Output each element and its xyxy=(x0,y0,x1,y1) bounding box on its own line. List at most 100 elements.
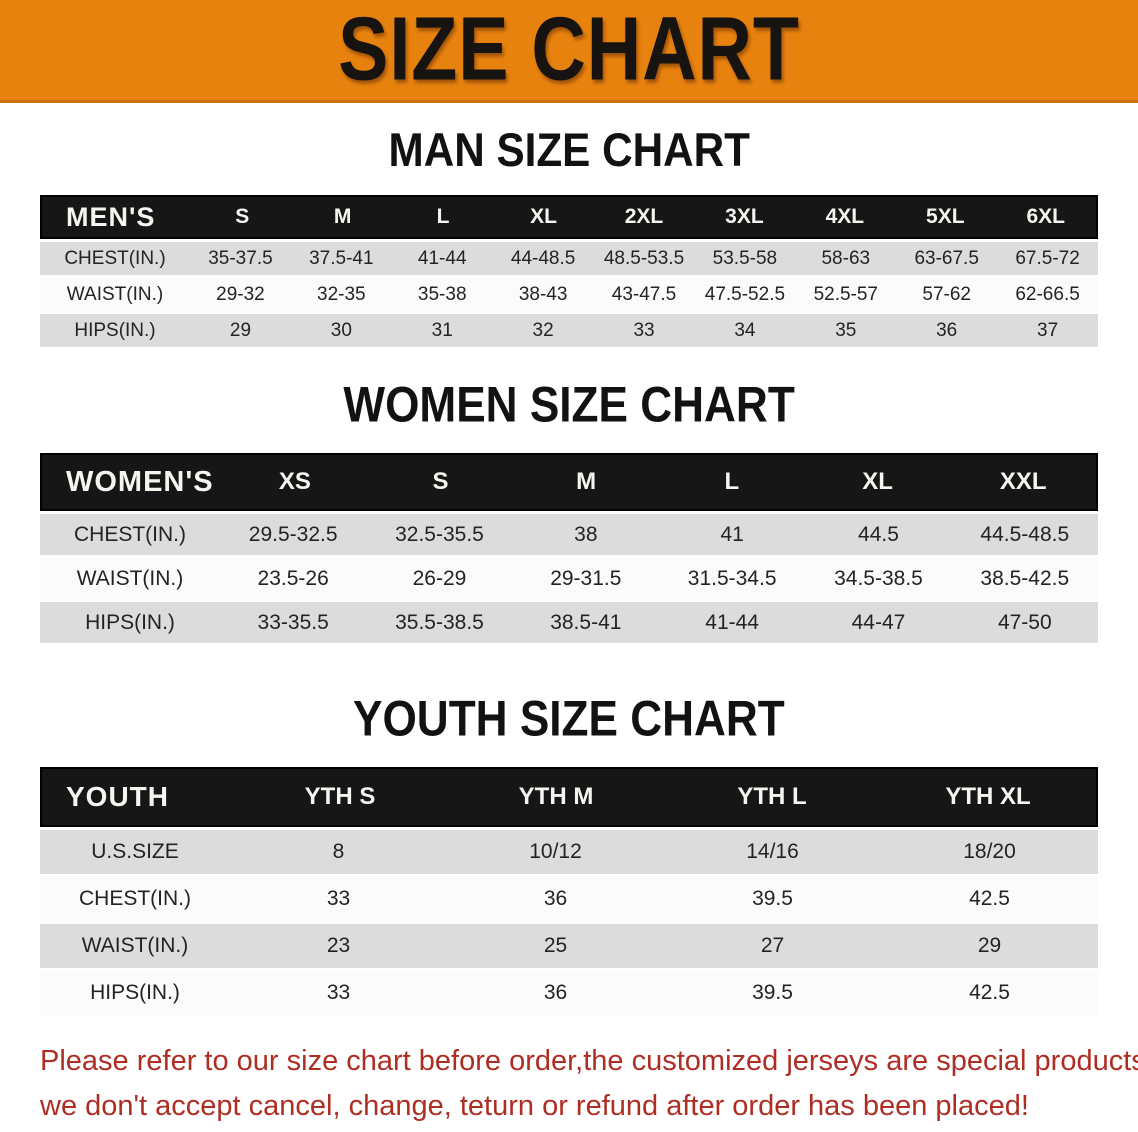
measurement-value: 32-35 xyxy=(317,283,366,305)
measurement-value: 26-29 xyxy=(412,566,467,590)
measurement-value: 37.5-41 xyxy=(309,247,374,269)
table-header-row: YOUTH YTH S YTH M YTH L YTH XL xyxy=(40,767,1098,827)
measurement-value: 31 xyxy=(431,319,453,341)
measurement-value: 32 xyxy=(532,319,554,341)
measurement-value: 23.5-26 xyxy=(257,566,329,590)
youth-section-heading: YOUTH SIZE CHART xyxy=(0,689,1138,747)
measurement-label: WAIST(IN.) xyxy=(66,283,164,305)
measurement-value: 57-62 xyxy=(922,283,971,305)
table-header-row: MEN'S S M L XL 2XL 3XL 4XL 5XL 6XL xyxy=(40,195,1098,239)
measurement-value: 33-35.5 xyxy=(257,610,329,634)
size-column-header: YTH XL xyxy=(945,783,1031,810)
measurement-label: HIPS(IN.) xyxy=(74,319,156,341)
size-column-header: YTH S xyxy=(304,783,376,810)
youth-size-table: YOUTH YTH S YTH M YTH L YTH XL U.S.SIZE 8 10/12… xyxy=(40,767,1098,1015)
size-column-header: L xyxy=(436,205,450,228)
size-column-header: L xyxy=(724,468,740,495)
measurement-value: 29-31.5 xyxy=(550,566,622,590)
measurement-value: 63-67.5 xyxy=(914,247,979,269)
disclaimer-text: Please refer to our size chart before or… xyxy=(40,1039,1138,1129)
measurement-value: 35 xyxy=(835,319,857,341)
size-column-header: YTH L xyxy=(737,783,807,810)
measurement-label: U.S.SIZE xyxy=(91,840,179,863)
measurement-label: WAIST(IN.) xyxy=(81,934,189,957)
table-category-label: WOMEN'S xyxy=(66,465,214,498)
size-column-header: 4XL xyxy=(825,205,865,228)
measurement-value: 27 xyxy=(760,934,785,957)
measurement-value: 38.5-42.5 xyxy=(980,566,1070,590)
measurement-value: 47-50 xyxy=(997,610,1052,634)
measurement-value: 39.5 xyxy=(752,981,793,1004)
measurement-value: 42.5 xyxy=(969,887,1010,910)
disclaimer-line1: Please refer to our size chart before or… xyxy=(40,1045,1138,1077)
men-section-heading-text: MAN SIZE CHART xyxy=(388,124,750,177)
size-column-header: XL xyxy=(530,205,557,228)
measurement-value: 52.5-57 xyxy=(813,283,879,305)
women-size-table: WOMEN'S XS S M L XL XXL CHEST(IN.) 29.5-32.5 32.5… xyxy=(40,453,1098,643)
size-column-header: 5XL xyxy=(926,205,965,228)
measurement-row: WAIST(IN.) 23 25 27 29 xyxy=(40,924,1098,968)
measurement-value: 38 xyxy=(574,522,598,546)
youth-section-heading-text: YOUTH SIZE CHART xyxy=(353,689,785,747)
measurement-value: 44.5-48.5 xyxy=(980,522,1070,546)
measurement-value: 35.5-38.5 xyxy=(395,610,484,634)
measurement-value: 25 xyxy=(543,934,568,957)
measurement-value: 29-32 xyxy=(216,283,265,305)
measurement-row: HIPS(IN.) 33-35.5 35.5-38.5 38.5-41 41-44 44-… xyxy=(40,602,1098,643)
measurement-value: 34 xyxy=(734,319,756,341)
measurement-value: 42.5 xyxy=(969,981,1010,1004)
measurement-value: 10/12 xyxy=(529,840,582,863)
measurement-value: 44-47 xyxy=(851,610,906,634)
measurement-value: 33 xyxy=(326,887,351,910)
measurement-label: CHEST(IN.) xyxy=(64,247,166,269)
measurement-value: 29 xyxy=(977,934,1002,957)
women-section-heading: WOMEN SIZE CHART xyxy=(0,375,1138,433)
size-column-header: S xyxy=(235,205,250,228)
size-column-header: 3XL xyxy=(725,205,764,228)
measurement-value: 43-47.5 xyxy=(611,283,677,305)
size-column-header: XL xyxy=(862,468,893,495)
measurement-value: 36 xyxy=(543,981,568,1004)
measurement-value: 41-44 xyxy=(705,610,759,634)
measurement-label: CHEST(IN.) xyxy=(79,887,191,910)
women-section-heading-text: WOMEN SIZE CHART xyxy=(343,375,795,433)
measurement-value: 41-44 xyxy=(417,247,467,269)
measurement-value: 35-37.5 xyxy=(208,247,273,269)
measurement-label: CHEST(IN.) xyxy=(74,522,186,546)
measurement-value: 41 xyxy=(720,522,744,546)
measurement-row: HIPS(IN.) 29 30 31 32 33 34 35 36 37 xyxy=(40,314,1098,347)
measurement-value: 31.5-34.5 xyxy=(687,566,777,590)
size-column-header: 6XL xyxy=(1026,205,1065,228)
measurement-label: HIPS(IN.) xyxy=(85,610,175,634)
measurement-value: 67.5-72 xyxy=(1015,247,1080,269)
measurement-value: 37 xyxy=(1037,319,1059,341)
size-column-header: XXL xyxy=(999,468,1047,495)
measurement-row: WAIST(IN.) 29-32 32-35 35-38 38-43 43-47.5 47.… xyxy=(40,278,1098,311)
measurement-value: 47.5-52.5 xyxy=(704,283,786,305)
size-column-header: YTH M xyxy=(518,783,594,810)
measurement-value: 35-38 xyxy=(417,283,467,305)
table-category-label: YOUTH xyxy=(66,781,169,812)
measurement-row: WAIST(IN.) 23.5-26 26-29 29-31.5 31.5-34.5 34… xyxy=(40,558,1098,599)
measurement-value: 8 xyxy=(332,840,345,863)
measurement-value: 33 xyxy=(633,319,655,341)
page-title: SIZE CHART xyxy=(338,0,800,100)
measurement-value: 53.5-58 xyxy=(712,247,778,269)
measurement-value: 62-66.5 xyxy=(1015,283,1080,305)
men-size-table: MEN'S S M L XL 2XL 3XL 4XL 5XL 6XL CHEST(IN.) 35-37… xyxy=(40,195,1098,347)
men-section-heading: MAN SIZE CHART xyxy=(0,124,1138,177)
measurement-value: 39.5 xyxy=(752,887,793,910)
size-column-header: M xyxy=(576,468,597,495)
banner: SIZE CHART xyxy=(0,0,1138,103)
measurement-value: 58-63 xyxy=(821,247,871,269)
measurement-value: 33 xyxy=(326,981,351,1004)
measurement-value: 32.5-35.5 xyxy=(395,522,484,546)
measurement-row: U.S.SIZE 8 10/12 14/16 18/20 xyxy=(40,830,1098,874)
table-category-label: MEN'S xyxy=(66,201,156,232)
measurement-value: 36 xyxy=(936,319,958,341)
size-column-header: 2XL xyxy=(624,205,664,228)
measurement-label: HIPS(IN.) xyxy=(90,981,180,1004)
measurement-label: WAIST(IN.) xyxy=(76,566,184,590)
measurement-value: 48.5-53.5 xyxy=(603,247,685,269)
